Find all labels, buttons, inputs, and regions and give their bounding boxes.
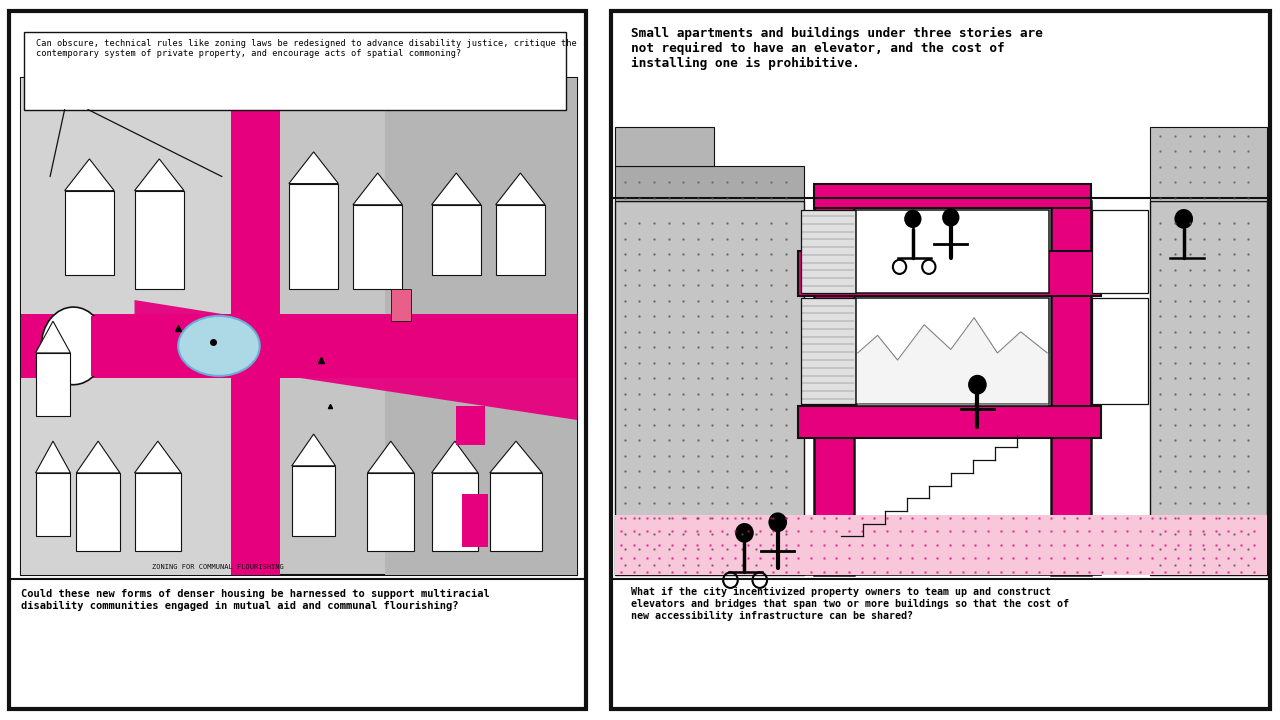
- Circle shape: [968, 375, 987, 395]
- Bar: [431, 204, 481, 275]
- Text: ZONING FOR COMMUNAL FLOURISHING: ZONING FOR COMMUNAL FLOURISHING: [152, 564, 284, 570]
- Polygon shape: [353, 173, 402, 204]
- Bar: [292, 466, 335, 536]
- Bar: [614, 127, 714, 166]
- Polygon shape: [495, 173, 545, 204]
- Polygon shape: [431, 441, 479, 473]
- Polygon shape: [490, 441, 543, 473]
- Bar: [614, 202, 804, 575]
- Circle shape: [942, 208, 960, 227]
- Text: Could these new forms of denser housing be harnessed to support multiracial
disa: Could these new forms of denser housing …: [20, 589, 490, 611]
- Bar: [1051, 202, 1091, 575]
- Polygon shape: [65, 159, 114, 191]
- Bar: [65, 191, 114, 275]
- Bar: [814, 202, 854, 575]
- Polygon shape: [36, 441, 70, 473]
- Bar: [614, 166, 804, 202]
- Bar: [495, 204, 545, 275]
- Polygon shape: [77, 441, 120, 473]
- Bar: [797, 540, 1101, 575]
- Bar: [1151, 127, 1267, 202]
- Bar: [77, 473, 120, 551]
- Circle shape: [41, 307, 105, 384]
- Polygon shape: [289, 152, 338, 184]
- Bar: [20, 314, 577, 377]
- Bar: [1092, 298, 1148, 405]
- Bar: [801, 298, 855, 405]
- Bar: [855, 298, 1050, 405]
- Bar: [20, 78, 242, 575]
- Bar: [462, 494, 488, 547]
- Text: Small apartments and buildings under three stories are
not required to have an e: Small apartments and buildings under thr…: [631, 27, 1043, 71]
- Bar: [388, 326, 420, 376]
- Circle shape: [1175, 209, 1193, 229]
- Bar: [431, 473, 479, 551]
- Bar: [797, 406, 1101, 438]
- Text: What if the city incentivized property owners to team up and construct
elevators: What if the city incentivized property o…: [631, 588, 1069, 621]
- Circle shape: [735, 523, 754, 543]
- Bar: [367, 473, 415, 551]
- Circle shape: [904, 210, 922, 228]
- Bar: [20, 78, 577, 575]
- Bar: [490, 473, 543, 551]
- Bar: [814, 184, 1091, 208]
- Bar: [230, 78, 280, 575]
- Bar: [289, 184, 338, 289]
- Ellipse shape: [178, 316, 260, 376]
- Bar: [456, 406, 485, 445]
- Polygon shape: [134, 300, 577, 420]
- Bar: [1151, 202, 1267, 575]
- Bar: [36, 353, 70, 416]
- Text: Can obscure, technical rules like zoning laws be redesigned to advance disabilit: Can obscure, technical rules like zoning…: [36, 39, 576, 58]
- Bar: [801, 210, 855, 293]
- Bar: [134, 191, 184, 289]
- Bar: [1092, 210, 1148, 293]
- Bar: [390, 289, 411, 321]
- Polygon shape: [431, 173, 481, 204]
- Bar: [614, 516, 1267, 575]
- Bar: [353, 204, 402, 289]
- Polygon shape: [292, 434, 335, 466]
- Polygon shape: [367, 441, 415, 473]
- Polygon shape: [134, 159, 184, 191]
- Bar: [134, 473, 182, 551]
- Bar: [36, 473, 70, 536]
- Circle shape: [768, 513, 787, 532]
- Bar: [24, 32, 566, 109]
- Bar: [797, 251, 1101, 297]
- Polygon shape: [134, 441, 182, 473]
- Bar: [91, 315, 115, 376]
- Bar: [855, 210, 1050, 293]
- Polygon shape: [36, 321, 70, 353]
- Bar: [385, 78, 577, 575]
